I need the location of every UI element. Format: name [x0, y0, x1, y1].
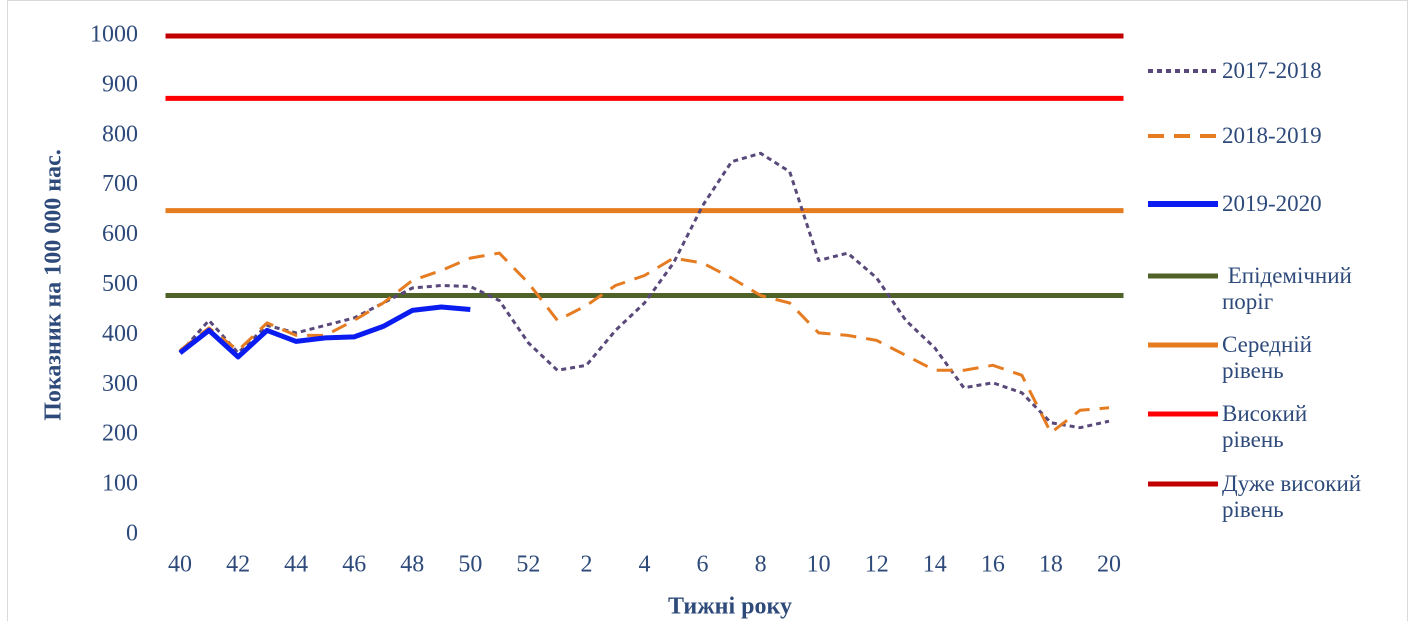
x-tick-label: 16 — [981, 552, 1005, 578]
x-tick-label: 10 — [807, 552, 831, 578]
series-line — [178, 304, 471, 360]
legend-label: Високий рівень — [1222, 401, 1313, 452]
x-tick-label: 20 — [1097, 552, 1121, 578]
x-tick-label: 4 — [639, 552, 651, 578]
series-line — [179, 251, 1110, 435]
x-tick-label: 6 — [697, 552, 709, 578]
x-tick-label: 18 — [1039, 552, 1063, 578]
x-tick-label: 8 — [755, 552, 767, 578]
legend-label: 2019-2020 — [1222, 191, 1322, 216]
y-tick-label: 100 — [102, 471, 138, 497]
y-axis-label: Показник на 100 000 нас. — [41, 149, 67, 421]
y-tick-label: 300 — [102, 371, 138, 397]
y-tick-label: 0 — [126, 521, 138, 547]
x-tick-label: 50 — [458, 552, 482, 578]
x-tick-label: 48 — [400, 552, 424, 578]
y-tick-label: 800 — [102, 121, 138, 147]
x-tick-label: 42 — [226, 552, 250, 578]
y-tick-label: 500 — [102, 271, 138, 297]
x-tick-label: 46 — [342, 552, 366, 578]
y-tick-label: 1000 — [90, 22, 138, 48]
x-tick-label: 40 — [168, 552, 192, 578]
legend-label: 2018-2019 — [1222, 123, 1322, 148]
y-tick-label: 900 — [102, 71, 138, 97]
chart-border — [7, 0, 1408, 621]
y-tick-label: 600 — [102, 221, 138, 247]
legend-label: 2017-2018 — [1222, 58, 1322, 83]
x-tick-label: 14 — [923, 552, 947, 578]
x-tick-label: 12 — [865, 552, 889, 578]
legend-label: Епідемічний поріг — [1222, 263, 1358, 314]
series-line — [178, 151, 1110, 430]
y-tick-label: 200 — [102, 421, 138, 447]
x-tick-label: 2 — [580, 552, 592, 578]
y-tick-label: 700 — [102, 171, 138, 197]
x-tick-label: 44 — [284, 552, 308, 578]
legend-label: Середній рівень — [1222, 332, 1318, 383]
y-tick-label: 400 — [102, 321, 138, 347]
x-axis-label: Тижні року — [668, 594, 792, 620]
legend-label: Дуже високий рівень — [1222, 471, 1367, 522]
x-tick-label: 52 — [516, 552, 540, 578]
